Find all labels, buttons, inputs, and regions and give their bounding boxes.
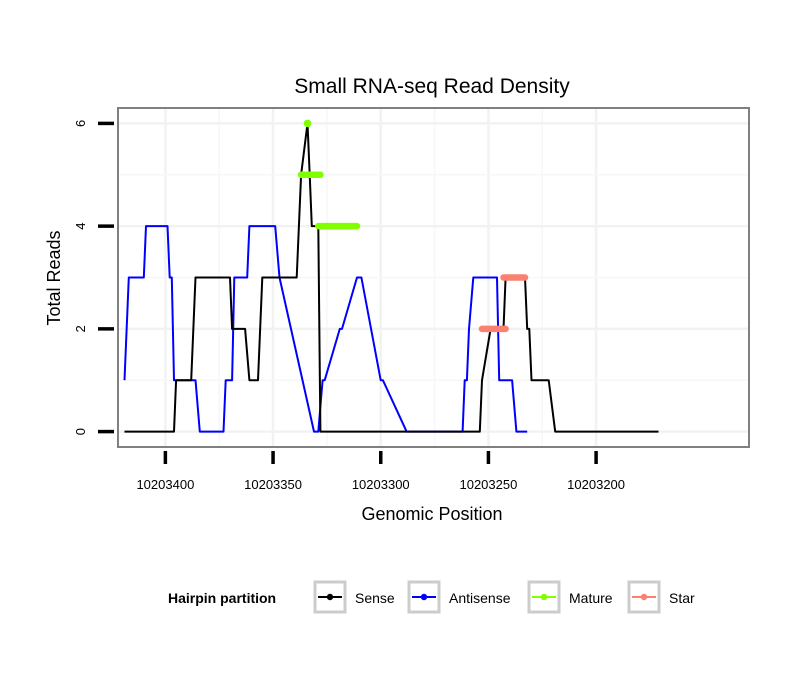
y-tick-label: 6 (73, 120, 88, 127)
legend-label-mature: Mature (569, 590, 613, 606)
y-tick-label: 4 (73, 223, 88, 230)
y-tick-label: 2 (73, 325, 88, 332)
x-tick-label: 10203300 (352, 477, 410, 492)
x-tick-label: 10203400 (136, 477, 194, 492)
legend-label-sense: Sense (355, 590, 395, 606)
axes: 10203400 10203350 10203300 10203250 10203200… (73, 107, 750, 492)
legend: Hairpin partition Sense Antisense Mature Sta… (168, 580, 695, 614)
x-tick-label: 10203200 (567, 477, 625, 492)
hairpin-segments (297, 171, 529, 333)
point-mature (303, 119, 312, 128)
legend-key-dot (326, 593, 334, 601)
hairpin-points (303, 119, 312, 128)
legend-key-dot (640, 593, 648, 601)
chart-title: Small RNA-seq Read Density (294, 75, 570, 98)
legend-key-dot (540, 593, 548, 601)
legend-key-dot (420, 593, 428, 601)
plot-border (117, 107, 750, 448)
series-line-antisense (123, 225, 528, 433)
legend-label-star: Star (669, 590, 695, 606)
legend-title: Hairpin partition (168, 590, 276, 606)
legend-label-antisense: Antisense (449, 590, 511, 606)
x-tick-label: 10203250 (459, 477, 517, 492)
series-line-sense (124, 122, 659, 433)
y-axis-title: Total Reads (44, 230, 64, 325)
series-lines (123, 122, 659, 433)
x-tick-label: 10203350 (244, 477, 302, 492)
x-axis-title: Genomic Position (361, 504, 502, 524)
y-tick-label: 0 (73, 428, 88, 435)
